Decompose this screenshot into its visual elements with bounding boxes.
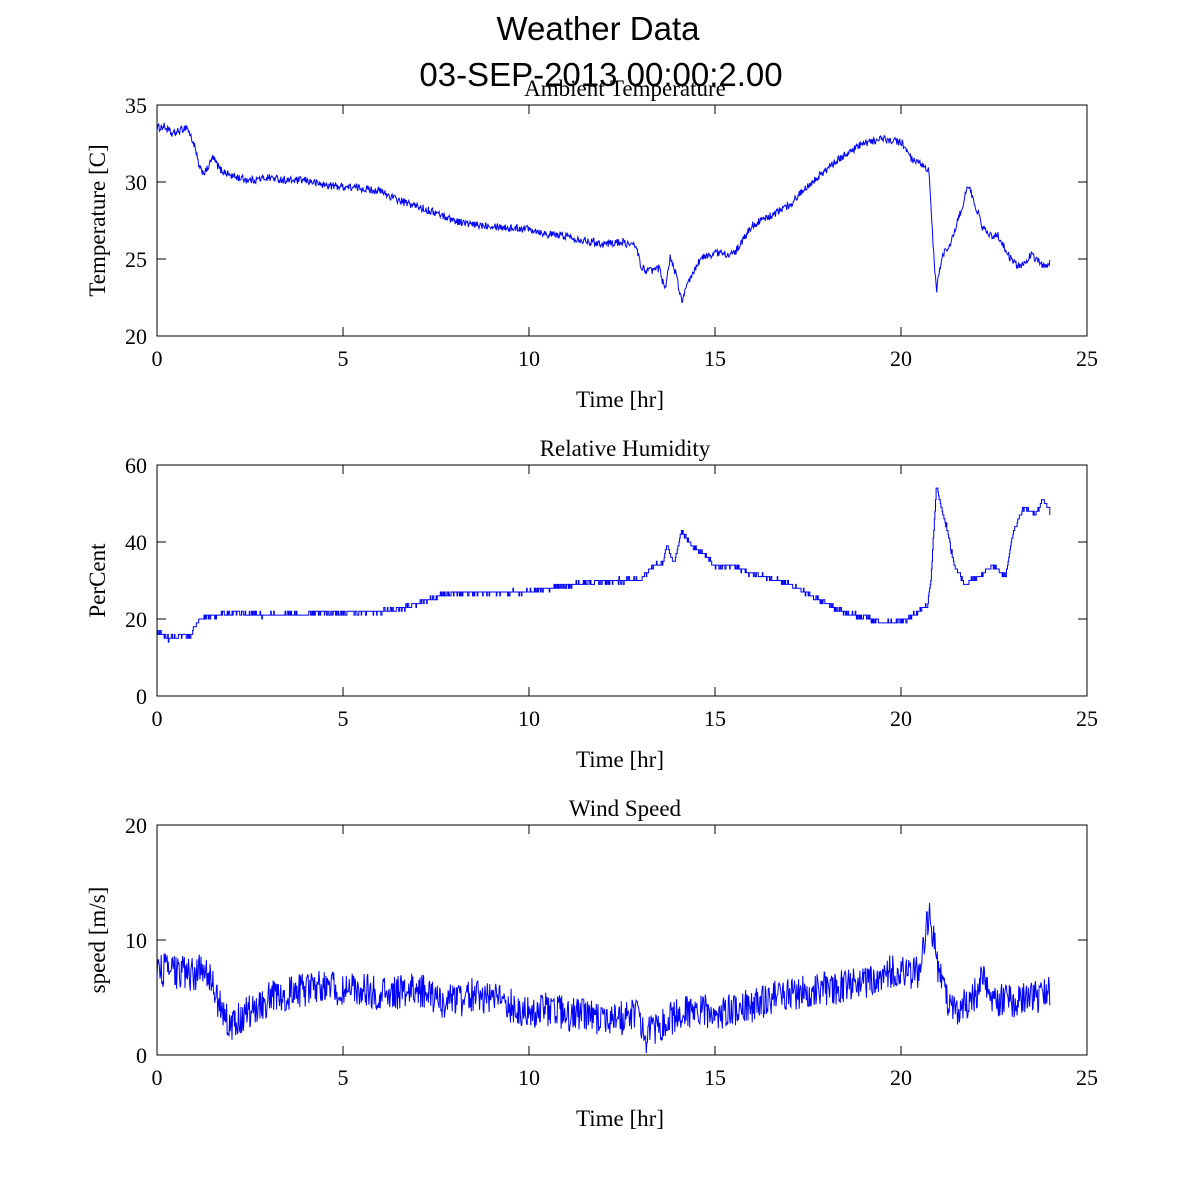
figure-subtitle: 03-SEP-2013 00:00:2.00: [419, 56, 782, 93]
wind-y-tick-label: 10: [125, 928, 147, 953]
humidity-title: Relative Humidity: [540, 436, 711, 461]
temperature-y-tick-label: 35: [125, 93, 147, 118]
temperature-x-axis-label: Time [hr]: [576, 387, 664, 412]
temperature-y-tick-label: 25: [125, 247, 147, 272]
wind-y-tick-label: 0: [136, 1043, 147, 1068]
axes-layer: Ambient Temperature 0 5 10 15 20 25 20 25 30 35 Tim…: [85, 76, 1098, 1131]
temperature-x-tick-label: 25: [1076, 346, 1098, 371]
temperature-plot-frame: [156, 104, 1088, 337]
humidity-axes: Relative Humidity 0 5 10 15 20 25 0 20 40 60 Time […: [85, 436, 1098, 772]
wind-x-axis-label: Time [hr]: [576, 1106, 664, 1131]
figure-title: Weather Data: [497, 10, 701, 47]
humidity-x-tick-label: 20: [890, 706, 912, 731]
wind-y-tick-label: 20: [125, 813, 147, 838]
humidity-y-tick-label: 40: [125, 530, 147, 555]
wind-x-tick-label: 10: [518, 1065, 540, 1090]
wind-x-tick-label: 20: [890, 1065, 912, 1090]
humidity-x-axis-label: Time [hr]: [576, 747, 664, 772]
humidity-y-tick-label: 0: [136, 684, 147, 709]
humidity-y-axis-label: PerCent: [85, 543, 110, 618]
wind-x-tick-label: 5: [338, 1065, 349, 1090]
temperature-y-tick-label: 20: [125, 324, 147, 349]
humidity-x-tick-label: 15: [704, 706, 726, 731]
humidity-x-tick-label: 5: [338, 706, 349, 731]
temperature-x-tick-label: 5: [338, 346, 349, 371]
temperature-axes: Ambient Temperature 0 5 10 15 20 25 20 25 30 35 Tim…: [85, 76, 1098, 412]
humidity-y-tick-label: 20: [125, 607, 147, 632]
temperature-x-tick-label: 20: [890, 346, 912, 371]
temperature-series-line: [156, 122, 1051, 304]
humidity-series-line: [157, 487, 1051, 643]
humidity-plot-frame: [156, 464, 1088, 697]
wind-series-line: [156, 902, 1051, 1054]
humidity-x-tick-label: 25: [1076, 706, 1098, 731]
wind-x-tick-label: 15: [704, 1065, 726, 1090]
temperature-x-tick-label: 0: [152, 346, 163, 371]
wind-x-tick-label: 0: [152, 1065, 163, 1090]
temperature-title: Ambient Temperature: [524, 76, 726, 101]
temperature-y-axis-label: Temperature [C]: [85, 144, 110, 296]
wind-axes: Wind Speed 0 5 10 15 20 25 0 10 20 Time [hr] speed …: [85, 796, 1098, 1131]
wind-title: Wind Speed: [569, 796, 682, 821]
temperature-x-tick-label: 15: [704, 346, 726, 371]
humidity-x-tick-label: 0: [152, 706, 163, 731]
temperature-x-tick-label: 10: [518, 346, 540, 371]
temperature-y-tick-label: 30: [125, 170, 147, 195]
wind-x-tick-label: 25: [1076, 1065, 1098, 1090]
humidity-y-tick-label: 60: [125, 453, 147, 478]
wind-y-axis-label: speed [m/s]: [85, 887, 110, 994]
humidity-x-tick-label: 10: [518, 706, 540, 731]
